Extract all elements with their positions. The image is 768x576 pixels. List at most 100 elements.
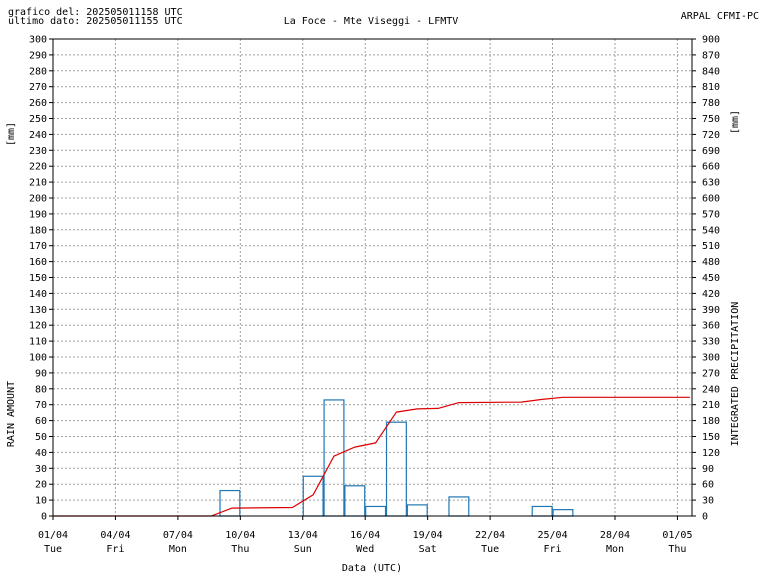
- cumulative-line: [53, 396, 690, 517]
- x-tick-date: 04/04: [100, 530, 130, 541]
- x-tick-date: 19/04: [413, 530, 443, 541]
- right-tick-label: 510: [702, 241, 720, 252]
- cumulative-line-group: [53, 396, 690, 517]
- right-axis-ticks: 0 30 60 90 120 150 180 210 240 270 300 330 360 390 420…: [692, 35, 720, 523]
- right-tick-label: 810: [702, 82, 720, 93]
- right-tick-label: 120: [702, 448, 720, 459]
- left-tick-label: 220: [29, 162, 47, 173]
- x-tick-date: 07/04: [163, 530, 193, 541]
- right-tick-label: 180: [702, 416, 720, 427]
- right-tick-label: 480: [702, 257, 720, 268]
- rain-bar: [406, 504, 428, 517]
- right-tick-label: 600: [702, 194, 720, 205]
- rain-bar: [344, 485, 366, 517]
- x-tick-weekday: Tue: [44, 544, 62, 555]
- left-tick-label: 280: [29, 66, 47, 77]
- left-tick-label: 130: [29, 305, 47, 316]
- left-tick-label: 50: [35, 432, 47, 443]
- x-tick-date: 01/04: [38, 530, 68, 541]
- right-tick-label: 210: [702, 400, 720, 411]
- x-tick-weekday: Mon: [169, 544, 187, 555]
- right-tick-label: 630: [702, 178, 720, 189]
- left-tick-label: 140: [29, 289, 47, 300]
- left-tick-label: 30: [35, 464, 47, 475]
- right-tick-label: 780: [702, 98, 720, 109]
- right-tick-label: 690: [702, 146, 720, 157]
- left-tick-label: 20: [35, 480, 47, 491]
- left-tick-label: 200: [29, 194, 47, 205]
- x-tick-weekday: Tue: [481, 544, 499, 555]
- x-tick-date: 01/05: [662, 530, 692, 541]
- right-tick-label: 360: [702, 321, 720, 332]
- left-axis-label: RAIN AMOUNT: [6, 381, 17, 447]
- left-tick-label: 120: [29, 321, 47, 332]
- left-tick-label: 0: [41, 512, 47, 523]
- right-tick-label: 840: [702, 66, 720, 77]
- grid-lines: [53, 39, 692, 516]
- left-tick-label: 40: [35, 448, 47, 459]
- right-unit-label: [mm]: [730, 110, 741, 134]
- right-tick-label: 870: [702, 50, 720, 61]
- left-tick-label: 110: [29, 337, 47, 348]
- rain-bar: [531, 505, 553, 517]
- x-tick-weekday: Sun: [294, 544, 312, 555]
- left-tick-label: 250: [29, 114, 47, 125]
- plot-frame: [52, 38, 693, 517]
- left-tick-label: 270: [29, 82, 47, 93]
- x-tick-weekday: Mon: [606, 544, 624, 555]
- graph-date-text: grafico del: 202505011158 UTC: [8, 7, 183, 18]
- left-tick-label: 240: [29, 130, 47, 141]
- left-tick-label: 180: [29, 225, 47, 236]
- left-tick-label: 10: [35, 496, 47, 507]
- rain-bar: [365, 505, 387, 517]
- right-tick-label: 660: [702, 162, 720, 173]
- x-tick-date: 16/04: [350, 530, 380, 541]
- left-tick-label: 100: [29, 353, 47, 364]
- right-tick-label: 270: [702, 368, 720, 379]
- station-title: La Foce - Mte Viseggi - LFMTV: [284, 16, 459, 27]
- right-tick-label: 420: [702, 289, 720, 300]
- left-tick-label: 90: [35, 368, 47, 379]
- right-tick-label: 150: [702, 432, 720, 443]
- left-tick-label: 170: [29, 241, 47, 252]
- x-tick-weekday: Fri: [106, 544, 124, 555]
- x-tick-weekday: Thu: [668, 544, 686, 555]
- right-tick-label: 750: [702, 114, 720, 125]
- x-axis-label: Data (UTC): [342, 563, 402, 574]
- right-tick-label: 30: [702, 496, 714, 507]
- right-tick-label: 90: [702, 464, 714, 475]
- x-tick-weekday: Wed: [356, 544, 374, 555]
- right-tick-label: 300: [702, 353, 720, 364]
- x-axis-ticks: 01/04 Tue 04/04 Fri 07/04 Mon 10/04 Thu 13/04 Sun…: [38, 516, 692, 555]
- x-tick-date: 10/04: [225, 530, 255, 541]
- left-tick-label: 300: [29, 35, 47, 46]
- rain-bars: [219, 399, 574, 517]
- x-tick-date: 28/04: [600, 530, 630, 541]
- left-tick-label: 190: [29, 209, 47, 220]
- right-tick-label: 900: [702, 35, 720, 46]
- right-tick-label: 240: [702, 384, 720, 395]
- left-tick-label: 210: [29, 178, 47, 189]
- x-tick-weekday: Fri: [544, 544, 562, 555]
- left-tick-label: 60: [35, 416, 47, 427]
- right-tick-label: 0: [702, 512, 708, 523]
- x-tick-weekday: Sat: [419, 544, 437, 555]
- last-data-text: ultimo dato: 202505011155 UTC: [8, 16, 183, 27]
- x-tick-date: 22/04: [475, 530, 505, 541]
- agency-label: ARPAL CFMI-PC: [681, 11, 759, 22]
- x-tick-date: 25/04: [537, 530, 567, 541]
- right-tick-label: 720: [702, 130, 720, 141]
- x-tick-weekday: Thu: [231, 544, 249, 555]
- right-tick-label: 570: [702, 209, 720, 220]
- left-axis-ticks: 0 10 20 30 40 50 60 70 80 90 100 110 120 130 140 150 160…: [29, 35, 53, 523]
- left-tick-label: 150: [29, 273, 47, 284]
- right-tick-label: 60: [702, 480, 714, 491]
- left-unit-label: [mm]: [6, 122, 17, 146]
- rain-bar: [219, 489, 241, 517]
- left-tick-label: 160: [29, 257, 47, 268]
- right-tick-label: 540: [702, 225, 720, 236]
- x-tick-date: 13/04: [288, 530, 318, 541]
- left-tick-label: 70: [35, 400, 47, 411]
- left-tick-label: 260: [29, 98, 47, 109]
- left-tick-label: 80: [35, 384, 47, 395]
